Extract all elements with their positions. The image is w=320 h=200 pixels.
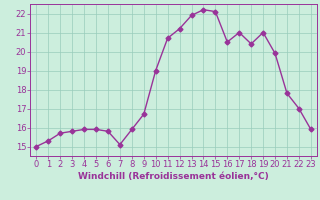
X-axis label: Windchill (Refroidissement éolien,°C): Windchill (Refroidissement éolien,°C) <box>78 172 269 181</box>
